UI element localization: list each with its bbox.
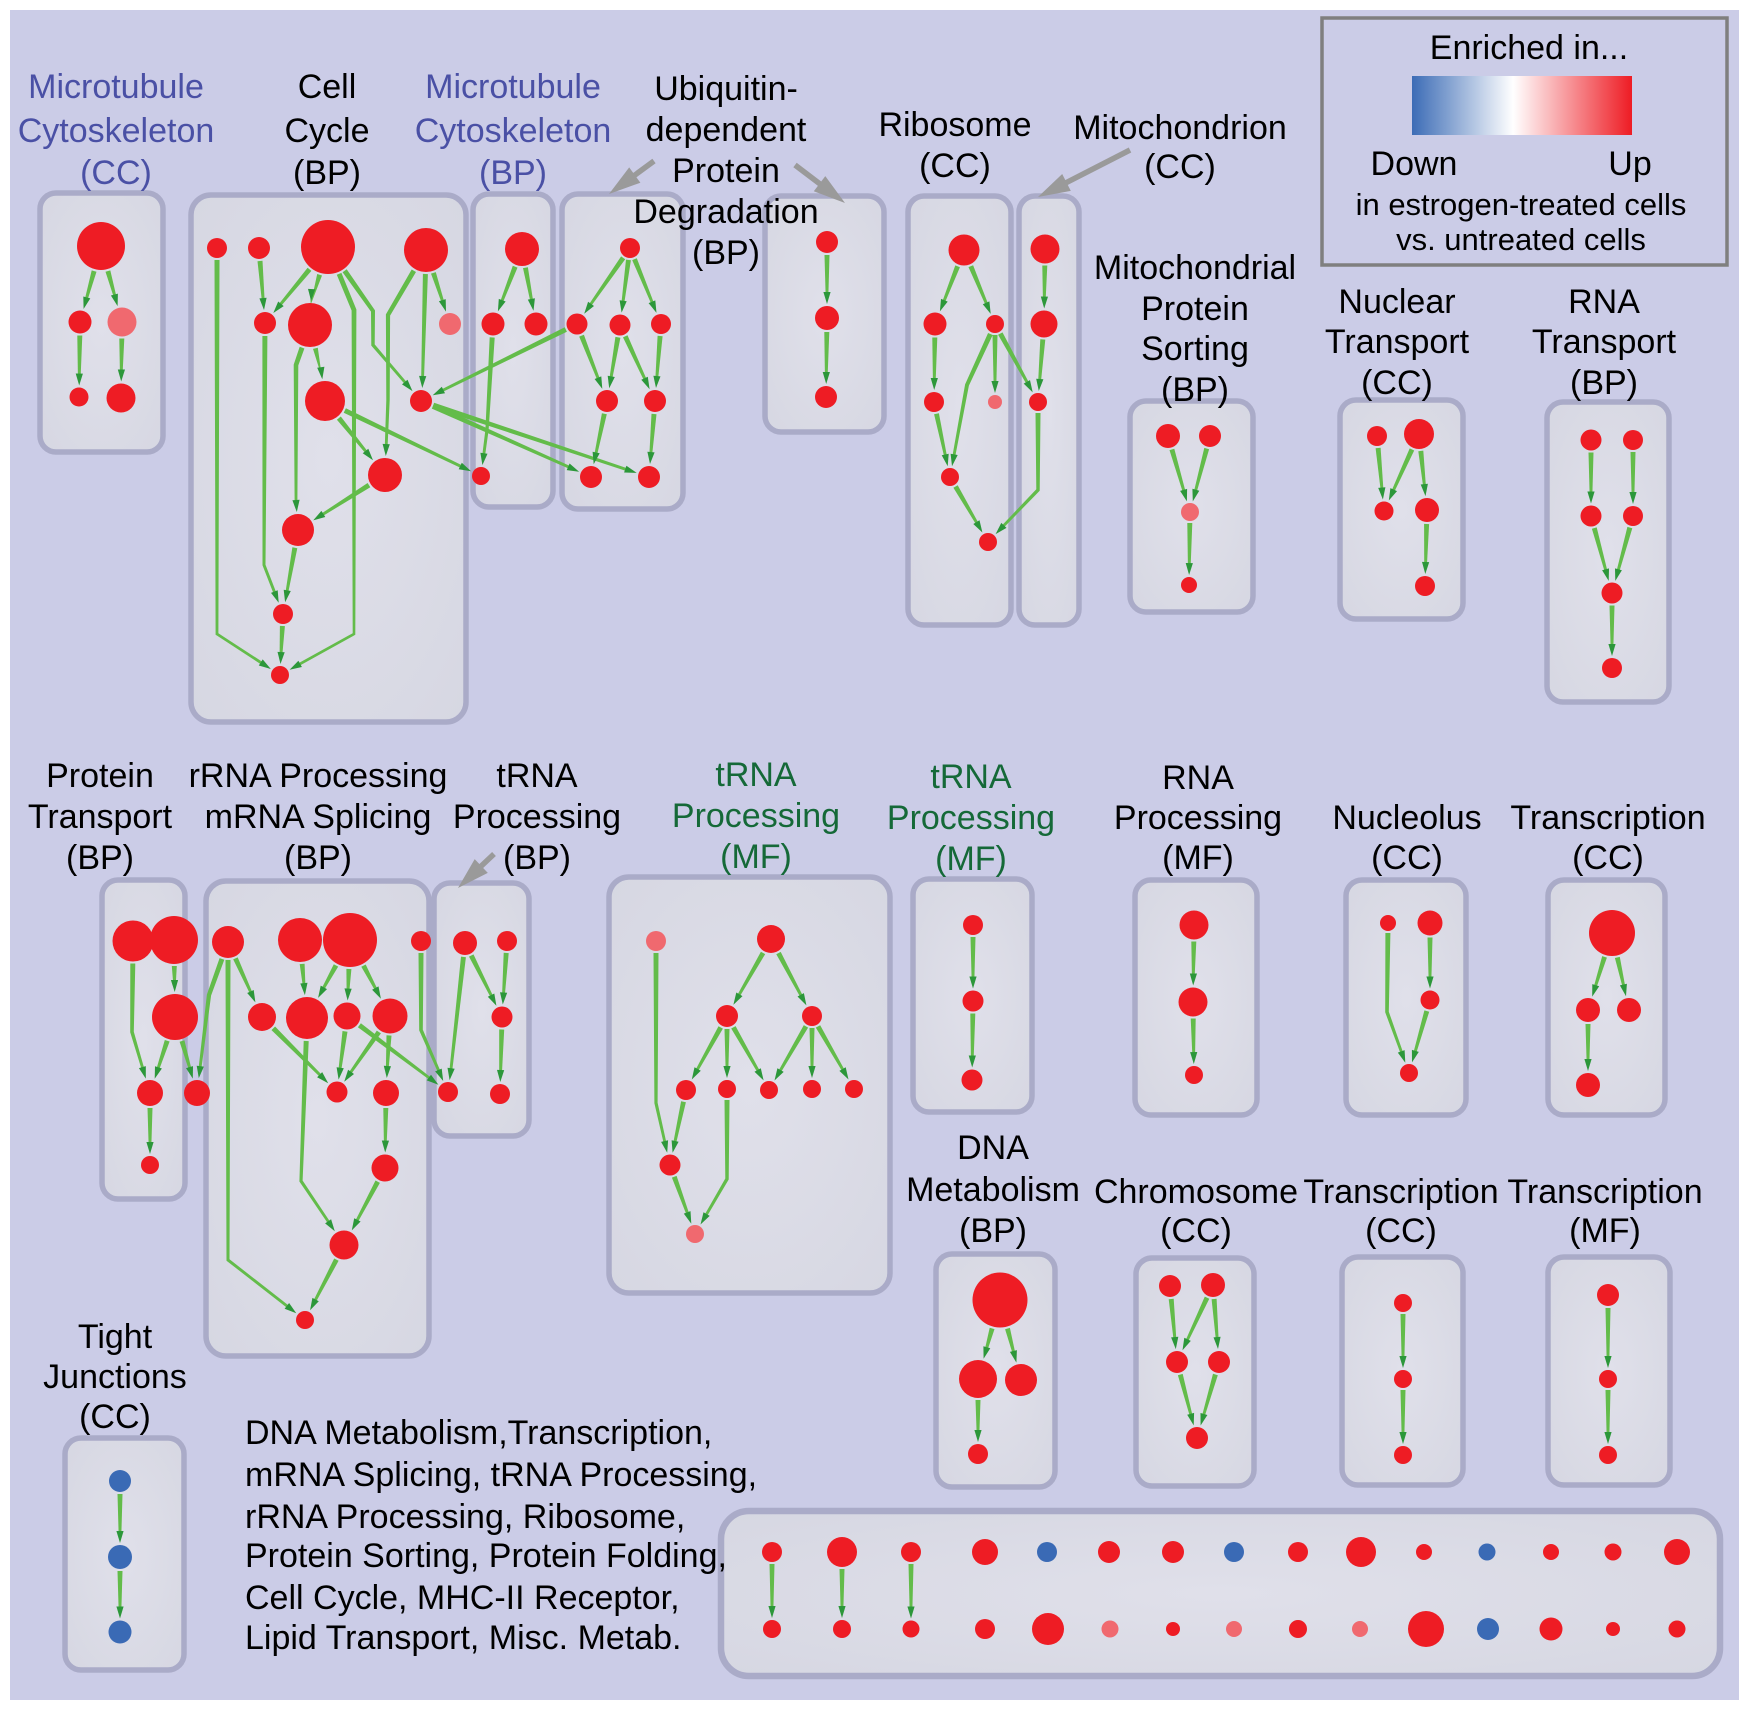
svg-text:Processing: Processing [1114,799,1282,837]
svg-text:(CC): (CC) [1361,364,1433,402]
svg-text:Enriched in...: Enriched in... [1430,29,1628,67]
svg-text:Processing: Processing [672,797,840,835]
svg-text:tRNA: tRNA [930,758,1012,796]
svg-text:(CC): (CC) [919,147,991,185]
svg-text:(CC): (CC) [1144,148,1216,186]
svg-text:Transcription: Transcription [1510,799,1705,837]
svg-text:Junctions: Junctions [43,1358,187,1396]
svg-text:Cytoskeleton: Cytoskeleton [18,112,215,150]
svg-text:mRNA Splicing: mRNA Splicing [205,798,432,836]
svg-text:Cell Cycle, MHC-II Receptor,: Cell Cycle, MHC-II Receptor, [245,1579,680,1617]
svg-text:Protein Sorting, Protein Foldi: Protein Sorting, Protein Folding, [245,1537,727,1575]
svg-text:Transcription: Transcription [1507,1173,1702,1211]
svg-text:rRNA Processing, Ribosome,: rRNA Processing, Ribosome, [245,1498,685,1536]
svg-text:rRNA Processing: rRNA Processing [189,757,448,795]
svg-text:(MF): (MF) [935,840,1007,878]
svg-text:Protein: Protein [46,757,154,795]
svg-text:Chromosome: Chromosome [1094,1173,1298,1211]
svg-text:Nucleolus: Nucleolus [1332,799,1481,837]
svg-text:(CC): (CC) [80,154,152,192]
svg-text:Ribosome: Ribosome [878,106,1031,144]
svg-text:Transport: Transport [1532,323,1677,361]
svg-text:Tight: Tight [78,1318,153,1356]
svg-text:Microtubule: Microtubule [425,68,601,106]
svg-text:(CC): (CC) [1160,1212,1232,1250]
svg-text:mRNA Splicing, tRNA Processing: mRNA Splicing, tRNA Processing, [245,1456,757,1494]
svg-text:(MF): (MF) [720,838,792,876]
svg-text:(BP): (BP) [959,1212,1027,1250]
svg-text:Ubiquitin-: Ubiquitin- [654,70,798,108]
svg-text:(BP): (BP) [1161,371,1229,409]
svg-text:Protein: Protein [1141,290,1249,328]
svg-text:in estrogen-treated cells: in estrogen-treated cells [1356,187,1687,222]
svg-text:Processing: Processing [453,798,621,836]
svg-text:(BP): (BP) [293,154,361,192]
svg-text:Up: Up [1608,145,1651,183]
svg-text:(BP): (BP) [503,839,571,877]
svg-text:RNA: RNA [1568,283,1640,321]
svg-text:Cytoskeleton: Cytoskeleton [415,112,612,150]
svg-text:Lipid Transport, Misc. Metab.: Lipid Transport, Misc. Metab. [245,1619,682,1657]
svg-text:tRNA: tRNA [715,756,797,794]
svg-text:DNA: DNA [957,1129,1029,1167]
svg-text:dependent: dependent [646,111,807,149]
svg-text:(BP): (BP) [66,839,134,877]
svg-text:(CC): (CC) [1572,839,1644,877]
svg-text:Metabolism: Metabolism [906,1171,1080,1209]
svg-text:Down: Down [1371,145,1458,183]
svg-text:Transport: Transport [1325,323,1470,361]
svg-text:Protein: Protein [672,152,780,190]
svg-text:(CC): (CC) [1365,1212,1437,1250]
svg-text:(BP): (BP) [479,154,547,192]
svg-text:(BP): (BP) [284,839,352,877]
svg-text:RNA: RNA [1162,759,1234,797]
svg-text:Microtubule: Microtubule [28,68,204,106]
svg-text:(BP): (BP) [1570,364,1638,402]
svg-text:Nuclear: Nuclear [1338,283,1455,321]
svg-text:Cycle: Cycle [284,112,369,150]
svg-text:Mitochondrion: Mitochondrion [1073,109,1287,147]
svg-text:(BP): (BP) [692,234,760,272]
svg-text:Sorting: Sorting [1141,330,1249,368]
svg-text:Cell: Cell [298,68,357,106]
svg-text:(CC): (CC) [1371,839,1443,877]
svg-text:vs. untreated cells: vs. untreated cells [1396,222,1646,257]
svg-text:Transcription: Transcription [1303,1173,1498,1211]
svg-text:Mitochondrial: Mitochondrial [1094,249,1296,287]
svg-text:Degradation: Degradation [633,193,818,231]
svg-text:Processing: Processing [887,799,1055,837]
svg-text:tRNA: tRNA [496,757,578,795]
svg-text:(MF): (MF) [1162,839,1234,877]
svg-text:Transport: Transport [28,798,173,836]
svg-text:(MF): (MF) [1569,1212,1641,1250]
svg-text:(CC): (CC) [79,1398,151,1436]
svg-text:DNA Metabolism,Transcription,: DNA Metabolism,Transcription, [245,1414,712,1452]
